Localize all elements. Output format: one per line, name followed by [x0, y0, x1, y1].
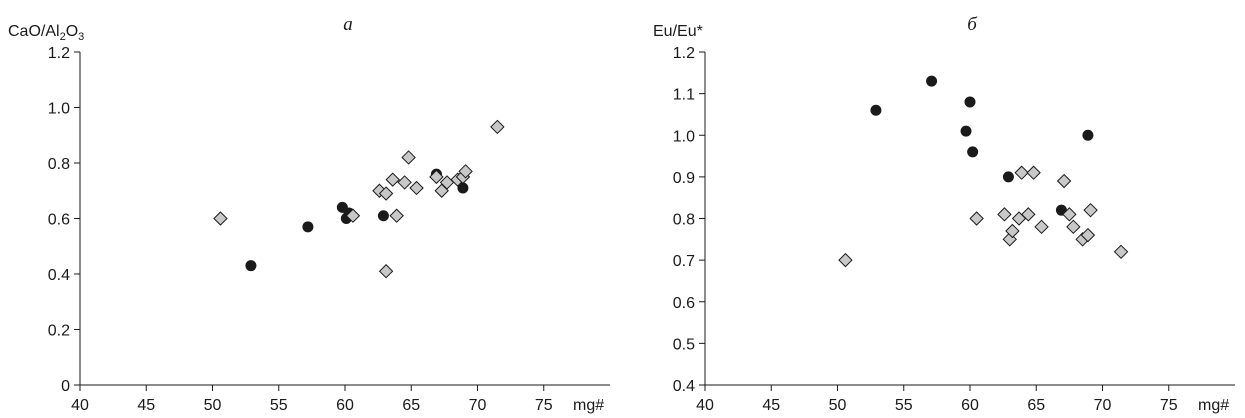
y-tick-label: 0.5	[673, 336, 695, 353]
x-tick-label: 65	[402, 397, 420, 414]
x-axis-label: mg#	[1198, 397, 1229, 414]
y-tick-label: 0.9	[673, 170, 695, 187]
panel-title: a	[343, 14, 353, 35]
panel-1: 40 45 50 55 60 65 70 75 mg# 0 0.2 0.4 0.6 0.8 1.0 1.2 Ca…	[8, 14, 610, 414]
y-tick-label: 0.4	[48, 267, 70, 284]
panel-2: 40 45 50 55 60 65 70 75 mg# 0.4 0.5 0.6 0.7 0.8 0.9 1.0…	[653, 14, 1235, 414]
diamond-point	[401, 150, 416, 165]
x-tick-label: 60	[961, 397, 979, 414]
x-tick-label: 55	[895, 397, 913, 414]
diamond-point	[1080, 227, 1096, 243]
y-tick-label: 0.8	[48, 156, 70, 173]
diamond-point	[345, 208, 361, 223]
diamond-point	[1066, 219, 1081, 235]
x-tick-label: 45	[762, 397, 780, 414]
diamond-point	[389, 208, 404, 223]
y-tick-label: 0.6	[48, 212, 70, 229]
y-axis-label: CaO/Al2O3	[8, 23, 84, 43]
x-tick-label: 50	[204, 397, 222, 414]
diamond-point	[1062, 207, 1077, 222]
diamond-point	[1034, 219, 1049, 235]
y-axis-label-part: O	[66, 23, 78, 40]
x-tick-label: 55	[270, 397, 288, 414]
y-tick-label: 0.7	[673, 253, 695, 270]
diamond-point	[458, 164, 473, 179]
y-tick-label: 0.4	[673, 378, 695, 395]
y-tick-label: 0.2	[48, 323, 70, 340]
diamond-point	[397, 175, 412, 190]
diamond-point	[385, 172, 400, 187]
panel-title: б	[967, 14, 978, 35]
x-tick-label: 65	[1027, 397, 1045, 414]
diamond-point	[1005, 223, 1020, 239]
diamond-point	[838, 252, 853, 268]
y-tick-label: 0	[61, 378, 70, 395]
y-tick-label: 1.2	[48, 45, 70, 62]
diamond-point	[490, 119, 505, 135]
diamond-point	[1083, 202, 1098, 218]
diamond-point	[409, 180, 424, 196]
y-tick-label: 1.1	[673, 87, 695, 104]
x-axis-label: mg#	[573, 397, 604, 414]
diamond-point	[1021, 207, 1036, 222]
diamond-point	[378, 264, 394, 279]
circle-point	[302, 221, 314, 233]
circle-point	[964, 96, 976, 108]
x-tick-label: 45	[137, 397, 155, 414]
y-axis-label-subscript: 3	[78, 31, 84, 43]
diamond-point	[997, 207, 1012, 222]
diamond-point	[213, 211, 228, 226]
y-axis-label-subscript: 2	[60, 31, 66, 43]
x-tick-label: 75	[535, 397, 553, 414]
x-tick-label: 40	[696, 397, 714, 414]
circle-point	[245, 260, 257, 272]
circle-point	[1082, 129, 1094, 141]
circle-point	[457, 182, 469, 194]
x-tick-label: 70	[1094, 397, 1112, 414]
x-tick-label: 60	[336, 397, 354, 414]
circle-point	[870, 104, 882, 116]
diamond-point	[1026, 165, 1041, 180]
x-tick-label: 70	[469, 397, 487, 414]
y-tick-label: 1.0	[673, 128, 695, 145]
diamond-point	[1113, 244, 1129, 260]
x-tick-label: 40	[71, 397, 89, 414]
circle-point	[967, 146, 979, 158]
diamond-point	[1014, 165, 1029, 180]
y-tick-label: 0.8	[673, 212, 695, 229]
y-tick-label: 0.6	[673, 295, 695, 312]
x-tick-label: 75	[1160, 397, 1178, 414]
diamond-point	[429, 169, 444, 185]
circle-point	[926, 75, 938, 87]
circle-point	[960, 125, 972, 137]
diamond-point	[969, 211, 984, 226]
y-axis-label-part: CaO/Al	[8, 23, 60, 40]
circle-point	[1002, 171, 1014, 183]
y-tick-label: 1.0	[48, 101, 70, 118]
diamond-point	[378, 186, 394, 201]
circle-point	[377, 210, 389, 222]
y-tick-label: 1.2	[673, 45, 695, 62]
diamond-point	[1056, 173, 1072, 189]
x-tick-label: 50	[829, 397, 847, 414]
y-axis-label: Eu/Eu*	[653, 23, 703, 40]
